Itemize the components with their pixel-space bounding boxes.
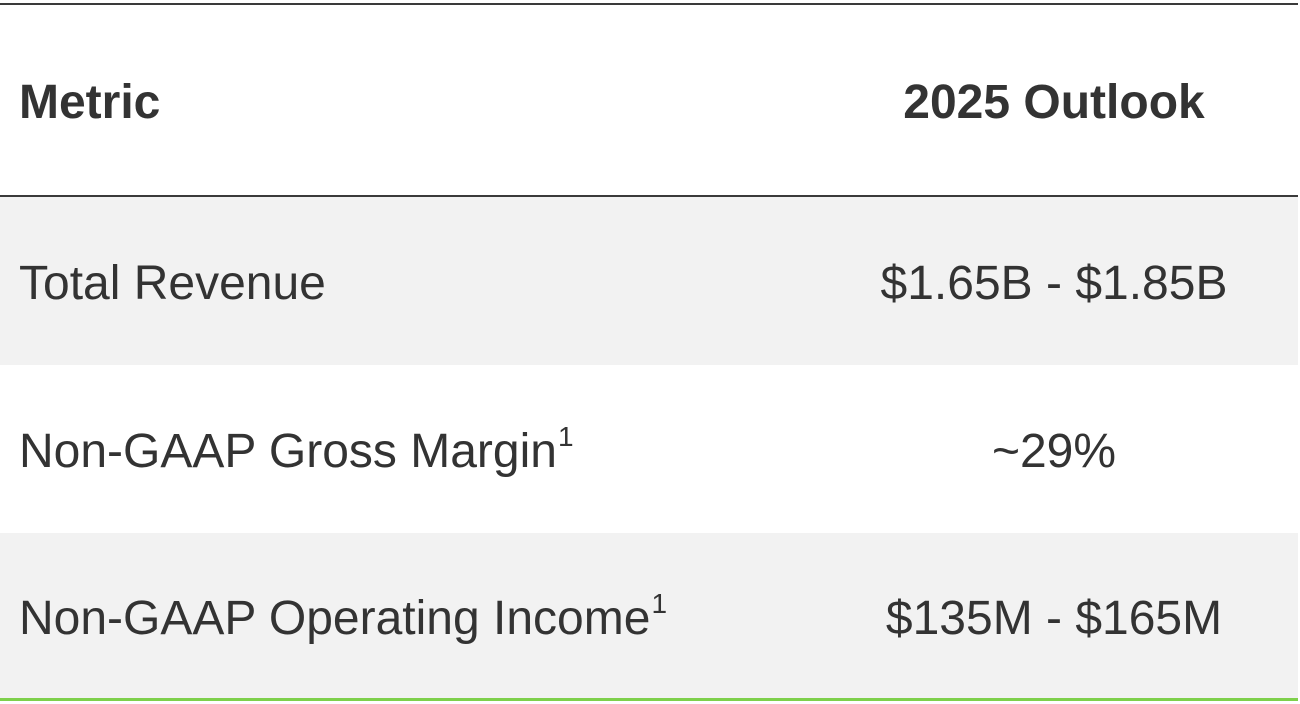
- outlook-value-cell: $1.65B - $1.85B: [810, 197, 1298, 365]
- table-bottom-accent-rule: [0, 698, 1298, 701]
- table-header-row: Metric 2025 Outlook: [0, 5, 1298, 197]
- table-row: Non-GAAP Gross Margin1 ~29%: [0, 365, 1298, 533]
- outlook-value-cell: $135M - $165M: [810, 533, 1298, 699]
- outlook-value: $1.65B - $1.85B: [881, 256, 1228, 311]
- metric-label-text: Non-GAAP Operating Income: [19, 592, 650, 645]
- metric-cell: Non-GAAP Operating Income1: [19, 533, 667, 699]
- outlook-value: ~29%: [992, 424, 1116, 479]
- outlook-value-cell: ~29%: [810, 365, 1298, 533]
- table-row: Total Revenue $1.65B - $1.85B: [0, 197, 1298, 365]
- footnote-marker: 1: [558, 421, 574, 452]
- table-row: Non-GAAP Operating Income1 $135M - $165M: [0, 533, 1298, 699]
- metric-label: Non-GAAP Gross Margin1: [19, 424, 574, 479]
- header-metric-label: Metric: [19, 75, 160, 130]
- metric-label: Total Revenue: [19, 256, 326, 311]
- header-outlook-cell: 2025 Outlook: [810, 5, 1298, 195]
- outlook-value: $135M - $165M: [886, 591, 1222, 646]
- metric-cell: Non-GAAP Gross Margin1: [19, 365, 574, 533]
- metric-label-text: Non-GAAP Gross Margin: [19, 425, 557, 478]
- header-metric-cell: Metric: [19, 5, 160, 195]
- header-outlook-label: 2025 Outlook: [903, 75, 1204, 130]
- metric-label: Non-GAAP Operating Income1: [19, 591, 667, 646]
- metric-cell: Total Revenue: [19, 197, 326, 365]
- footnote-marker: 1: [651, 588, 667, 619]
